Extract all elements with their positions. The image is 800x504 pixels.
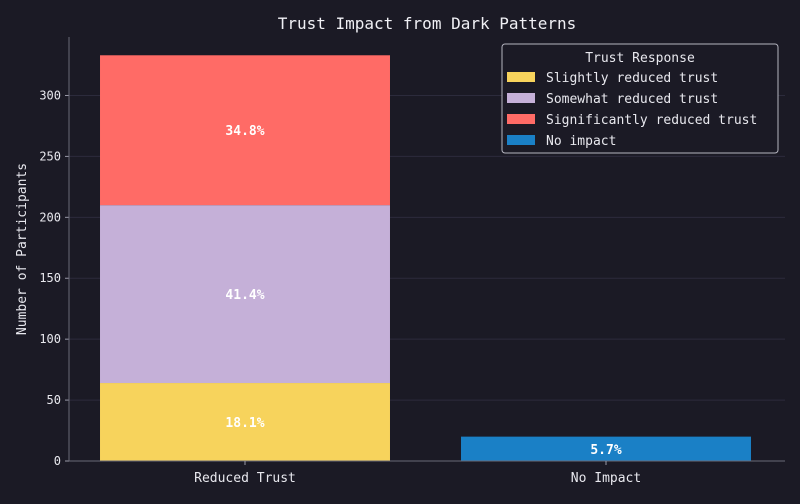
legend-label: Slightly reduced trust	[546, 71, 718, 86]
legend-title: Trust Response	[585, 51, 695, 66]
legend-label: Significantly reduced trust	[546, 113, 757, 128]
bar-segment	[100, 383, 390, 461]
y-axis-label: Number of Participants	[15, 163, 30, 335]
y-tick-label: 150	[39, 271, 61, 285]
legend-swatch	[507, 114, 535, 124]
y-tick-label: 0	[54, 454, 61, 468]
data-label: 41.4%	[225, 288, 264, 303]
chart-title: Trust Impact from Dark Patterns	[278, 14, 577, 33]
legend-swatch	[507, 72, 535, 82]
x-tick-label: No Impact	[571, 471, 641, 486]
legend-box	[501, 43, 779, 154]
y-tick-label: 250	[39, 149, 61, 163]
y-tick-label: 100	[39, 332, 61, 346]
legend-label: No impact	[546, 134, 616, 149]
x-tick-label: Reduced Trust	[194, 471, 296, 486]
legend: Trust Response Slightly reduced trust Some…	[501, 43, 779, 154]
legend-swatch	[507, 93, 535, 103]
data-label: 34.8%	[225, 124, 264, 139]
data-label: 18.1%	[225, 416, 264, 431]
y-tick-label: 50	[47, 393, 61, 407]
y-tick-label: 200	[39, 210, 61, 224]
legend-swatch	[507, 135, 535, 145]
bar-segment	[461, 436, 751, 461]
bar-segment	[100, 55, 390, 206]
y-tick-label: 300	[39, 88, 61, 102]
data-label: 5.7%	[590, 443, 621, 458]
legend-label: Somewhat reduced trust	[546, 92, 718, 107]
bar-segment	[100, 205, 390, 384]
